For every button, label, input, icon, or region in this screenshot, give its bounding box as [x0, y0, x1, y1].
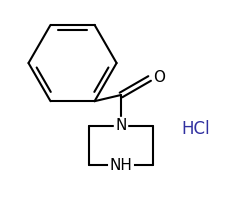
- Text: HCl: HCl: [182, 120, 210, 138]
- Text: NH: NH: [110, 158, 132, 173]
- Text: O: O: [153, 70, 165, 85]
- Text: N: N: [115, 118, 127, 133]
